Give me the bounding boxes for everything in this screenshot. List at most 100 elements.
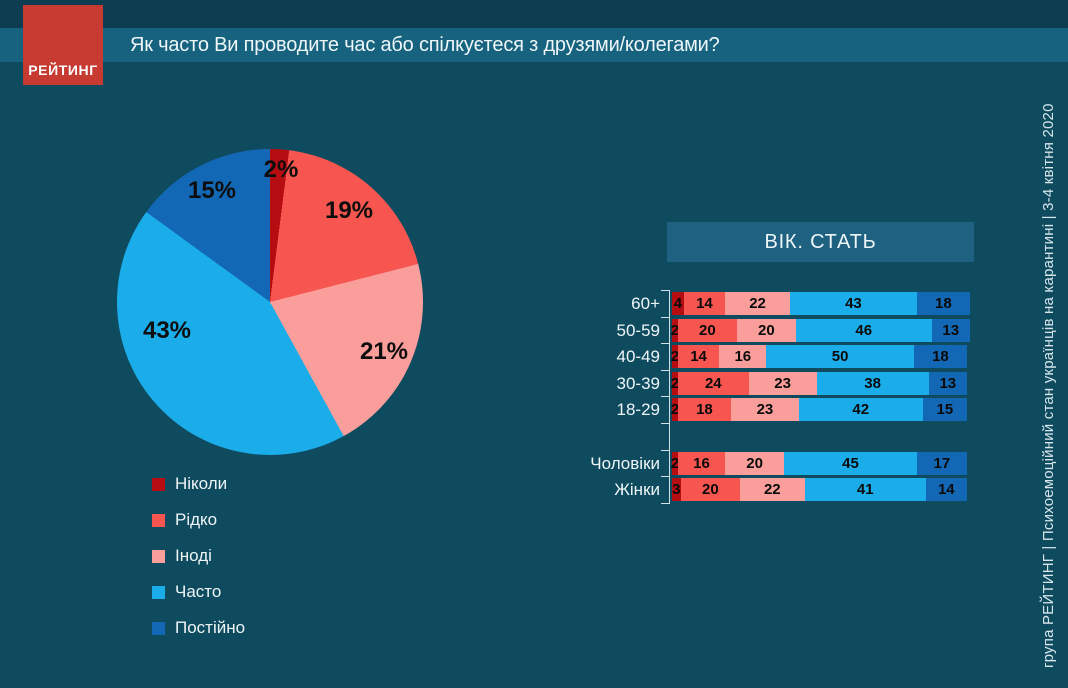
bar-row-label: 50-59 [616, 321, 660, 340]
footer-vertical-text: група РЕЙТИНГ | Психоемоційний стан укра… [1040, 103, 1057, 668]
legend-swatch-icon [152, 513, 165, 527]
bar-row-label: Жінки [614, 480, 660, 499]
bar-segment: 42 [798, 398, 923, 421]
bar-segment: 14 [925, 478, 967, 501]
bar-segment: 13 [928, 372, 967, 395]
bar-segment-value: 2 [670, 401, 680, 418]
bar-segment-value: 4 [673, 295, 683, 312]
pie-value-label: 21% [359, 338, 409, 365]
legend-label: Постійно [175, 618, 246, 637]
bar-segment: 18 [916, 292, 970, 315]
axis-tick [661, 503, 669, 504]
bar-segment: 2 [671, 345, 679, 368]
bar-segment-value: 42 [852, 401, 870, 418]
bar-segment: 43 [789, 292, 917, 315]
bar-segment-value: 20 [702, 481, 719, 498]
bar-segment-value: 3 [672, 481, 681, 498]
bar-segment: 20 [677, 319, 737, 342]
bar-row: Жінки 3 20 22 41 14 [560, 478, 990, 501]
bar-segment: 46 [795, 319, 932, 342]
bar-segment: 13 [931, 319, 970, 342]
bar-segment-value: 50 [831, 348, 849, 365]
bar-segment-value: 16 [734, 348, 752, 365]
bar-segment-value: 15 [936, 401, 954, 418]
bar-segment-value: 13 [942, 322, 960, 339]
bar-segment: 2 [670, 452, 680, 475]
bar-row-label: 30-39 [616, 374, 660, 393]
bar-segment-value: 18 [696, 401, 713, 418]
axis-tick [661, 396, 669, 397]
legend-item: Рідко [152, 510, 245, 529]
bar-segment-value: 2 [670, 375, 680, 392]
bar-segment-value: 17 [933, 455, 951, 472]
bar-segment: 41 [804, 478, 926, 501]
axis-tick [661, 370, 669, 371]
bar-segment: 4 [672, 292, 684, 315]
bar-segment-value: 41 [856, 481, 874, 498]
bar-segment-value: 18 [932, 348, 949, 365]
legend-swatch-icon [152, 549, 165, 563]
bar-row: 18-29 2 18 23 42 15 [560, 398, 990, 421]
bar-segment: 18 [913, 345, 967, 368]
legend-label: Рідко [175, 510, 218, 529]
bar-segment: 45 [784, 452, 917, 475]
bar-track: 2 24 23 38 13 [670, 372, 967, 395]
bar-segment: 2 [670, 372, 680, 395]
bar-segment: 14 [677, 345, 720, 368]
bar-segment-value: 20 [746, 455, 763, 472]
bar-row: 30-39 2 24 23 38 13 [560, 372, 990, 395]
bar-segment-value: 22 [749, 295, 766, 312]
bar-track: 2 14 16 50 18 [671, 345, 967, 368]
bar-row-label: 18-29 [616, 400, 660, 419]
logo-text: РЕЙТИНГ [28, 62, 98, 78]
bar-segment-value: 45 [842, 455, 859, 472]
pie-value-label: 19% [324, 197, 374, 224]
bar-segment: 17 [916, 452, 967, 475]
bar-track: 3 20 22 41 14 [672, 478, 967, 501]
page-title: Як часто Ви проводите час або спілкуєтес… [130, 34, 720, 56]
axis-tick [661, 450, 669, 451]
category-axis-line [669, 290, 670, 504]
bar-segment: 22 [725, 292, 790, 315]
bar-segment: 18 [677, 398, 731, 421]
bar-segment-value: 46 [855, 322, 873, 339]
axis-tick [661, 476, 669, 477]
bar-segment-value: 24 [704, 375, 722, 392]
panel-header: ВІК. СТАТЬ [667, 222, 974, 262]
bar-segment: 14 [683, 292, 726, 315]
bar-track: 4 14 22 43 18 [672, 292, 970, 315]
bar-segment-value: 14 [690, 348, 707, 365]
bar-segment: 22 [739, 478, 805, 501]
bar-segment-value: 2 [670, 455, 680, 472]
bar-segment: 23 [730, 398, 799, 421]
bar-segment-value: 16 [693, 455, 710, 472]
top-band [0, 0, 1068, 28]
legend-item: Постійно [152, 618, 246, 637]
bar-segment-value: 14 [937, 481, 955, 498]
bar-segment: 2 [670, 398, 680, 421]
bar-row: 60+ 4 14 22 43 18 [560, 292, 990, 315]
axis-tick [661, 343, 669, 344]
bar-row: Чоловіки 2 16 20 45 17 [560, 452, 990, 475]
bar-segment-value: 20 [758, 322, 775, 339]
bar-row-label: 60+ [631, 294, 660, 313]
bar-segment: 15 [922, 398, 967, 421]
bar-segment: 20 [736, 319, 796, 342]
bar-segment: 50 [766, 345, 914, 368]
bar-track: 2 16 20 45 17 [670, 452, 967, 475]
legend-item: Ніколи [152, 474, 245, 493]
bar-row-label: 40-49 [616, 347, 660, 366]
bar-track: 2 20 20 46 13 [670, 319, 970, 342]
axis-tick [661, 317, 669, 318]
pie-chart [117, 149, 423, 455]
title-band: Як часто Ви проводите час або спілкуєтес… [0, 28, 1068, 62]
legend-label: Ніколи [175, 474, 228, 493]
legend-swatch-icon [152, 621, 165, 635]
rating-group-logo: РЕЙТИНГ [23, 5, 103, 85]
bar-segment-value: 2 [670, 322, 680, 339]
bar-segment-value: 18 [935, 295, 952, 312]
panel-title: ВІК. СТАТЬ [764, 230, 877, 253]
bar-segment-value: 23 [756, 401, 774, 418]
bar-segment-value: 22 [763, 481, 781, 498]
